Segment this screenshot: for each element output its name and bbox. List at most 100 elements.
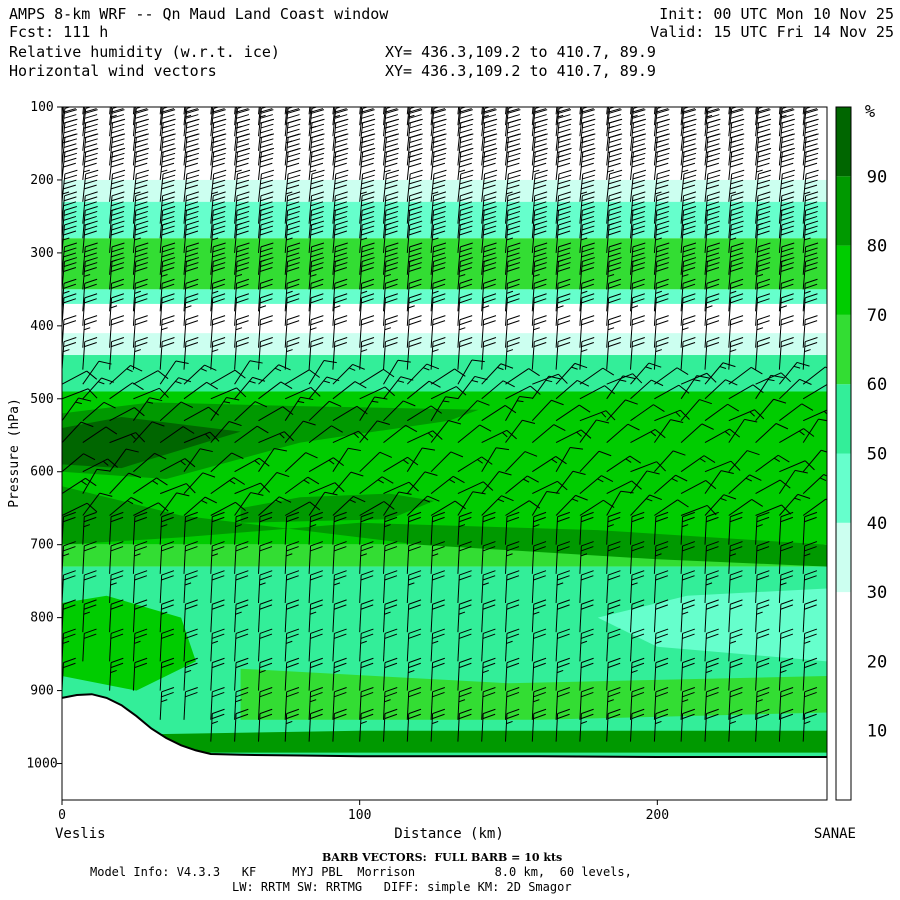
wind-barb xyxy=(82,147,99,180)
wind-barb xyxy=(704,494,737,516)
x-axis-label: Distance (km) xyxy=(394,826,504,842)
wind-barb xyxy=(234,457,270,473)
wind-barb xyxy=(383,456,419,473)
wind-barb xyxy=(383,570,398,604)
wind-barb xyxy=(778,337,794,370)
wind-barb xyxy=(728,599,743,633)
wind-barb xyxy=(210,570,225,604)
wind-barb xyxy=(406,107,411,115)
xy-range-1: XY= 436.3,109.2 to 410.7, 89.9 xyxy=(385,43,656,61)
wind-barb xyxy=(159,220,176,253)
wind-barb xyxy=(359,257,375,290)
wind-barb xyxy=(531,315,547,348)
wind-barb xyxy=(802,107,807,115)
wind-barb xyxy=(284,420,316,443)
wind-barb xyxy=(109,220,125,253)
wind-barb xyxy=(606,708,621,742)
wind-barb xyxy=(606,687,621,720)
wind-barb xyxy=(159,511,175,545)
wind-barb xyxy=(183,191,199,224)
wind-barb xyxy=(308,147,325,180)
wind-barb xyxy=(383,687,398,720)
wind-barb xyxy=(407,405,442,422)
wind-barb xyxy=(653,257,670,290)
wind-barb xyxy=(109,657,124,691)
wind-barb xyxy=(728,657,743,691)
wind-barb xyxy=(258,628,273,662)
wind-barb xyxy=(755,504,792,516)
wind-barb xyxy=(210,477,245,495)
wind-barb xyxy=(82,360,112,385)
wind-barb xyxy=(505,107,520,126)
wind-barb xyxy=(802,242,819,275)
wind-barb xyxy=(430,107,435,115)
wind-barb xyxy=(505,511,520,545)
colorbar-swatch xyxy=(836,245,851,315)
wind-barb xyxy=(183,257,199,290)
wind-barb xyxy=(728,409,765,422)
wind-barb xyxy=(606,220,622,253)
wind-barb xyxy=(481,293,497,326)
wind-barb xyxy=(234,278,250,312)
wind-barb xyxy=(704,657,719,691)
wind-barb xyxy=(457,147,474,180)
wind-barb xyxy=(579,450,612,473)
wind-barb xyxy=(680,541,695,574)
wind-barb xyxy=(234,220,250,253)
wind-barb xyxy=(680,687,695,720)
wind-barb xyxy=(132,293,148,326)
wind-barb xyxy=(778,599,794,633)
wind-barb xyxy=(555,687,570,720)
wind-barb xyxy=(555,205,572,239)
wind-barb xyxy=(383,400,416,422)
wind-barb xyxy=(383,315,398,348)
wind-barb xyxy=(630,220,646,253)
field-label-wind: Horizontal wind vectors xyxy=(9,62,217,80)
rh-layer-5 xyxy=(62,303,827,334)
wind-barb xyxy=(62,628,76,662)
rh-contour-fills xyxy=(62,107,827,764)
colorbar: 10 20 30 40 50 60 70 80 90% xyxy=(835,102,887,801)
wind-barb xyxy=(728,708,743,742)
wind-barb xyxy=(406,147,423,180)
wind-barb xyxy=(531,599,547,633)
wind-barb xyxy=(704,428,740,444)
wind-barb xyxy=(234,360,263,385)
wind-barb xyxy=(802,474,827,494)
wind-barb xyxy=(505,337,520,370)
wind-barb xyxy=(606,242,622,275)
wind-barb xyxy=(778,169,795,202)
wind-barb xyxy=(653,419,684,443)
wind-barb xyxy=(406,447,436,472)
rh-patch-3 xyxy=(62,486,827,567)
rh-layer-4 xyxy=(62,289,827,304)
wind-barb xyxy=(430,337,446,370)
wind-barb xyxy=(159,205,176,239)
colorbar-frame xyxy=(835,106,852,801)
wind-barb xyxy=(308,599,323,633)
wind-barb xyxy=(579,385,615,400)
wind-barb xyxy=(579,628,594,662)
wind-barb xyxy=(284,476,320,495)
wind-barb xyxy=(406,541,422,574)
wind-barb xyxy=(457,293,473,326)
wind-barb xyxy=(755,205,771,239)
wind-barb xyxy=(210,169,227,202)
wind-barb xyxy=(430,599,445,633)
wind-barb xyxy=(308,293,324,326)
wind-barb xyxy=(606,337,622,370)
wind-barb xyxy=(505,628,520,662)
wind-barb xyxy=(606,147,623,180)
wind-barb xyxy=(704,470,734,494)
wind-barb xyxy=(284,452,318,473)
rh-layer-3 xyxy=(62,238,827,290)
wind-barb xyxy=(505,687,520,720)
wind-barb xyxy=(802,449,827,473)
wind-barb xyxy=(704,541,719,574)
wind-barb xyxy=(481,657,496,691)
wind-barb xyxy=(531,278,547,312)
wind-barb xyxy=(234,315,250,348)
wind-barb xyxy=(284,191,301,224)
wind-barb xyxy=(62,477,97,495)
wind-barb xyxy=(284,501,321,516)
